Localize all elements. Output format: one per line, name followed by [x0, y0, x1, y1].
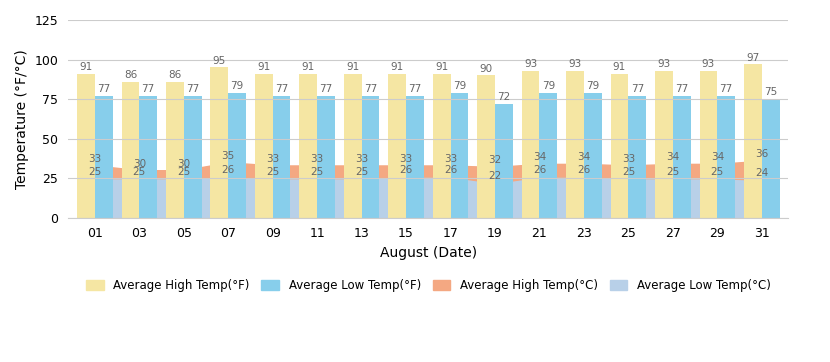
Bar: [362, 96, 379, 218]
Text: 36: 36: [755, 149, 769, 159]
Bar: [584, 93, 602, 218]
Text: 22: 22: [488, 171, 501, 181]
Text: 25: 25: [666, 167, 680, 177]
Text: 32: 32: [488, 155, 501, 165]
Text: 90: 90: [480, 64, 493, 74]
Text: 30: 30: [177, 159, 190, 169]
Bar: [166, 82, 183, 218]
Text: 25: 25: [710, 167, 724, 177]
Text: 91: 91: [613, 62, 626, 72]
Bar: [228, 93, 246, 218]
Text: 25: 25: [88, 167, 101, 177]
Bar: [77, 74, 95, 218]
Text: 30: 30: [133, 159, 146, 169]
Bar: [406, 96, 424, 218]
Text: 35: 35: [222, 151, 235, 161]
Text: 33: 33: [444, 154, 457, 164]
Bar: [717, 96, 735, 218]
Text: 77: 77: [97, 84, 110, 94]
Bar: [628, 96, 647, 218]
Bar: [522, 71, 540, 218]
Text: 86: 86: [124, 70, 137, 80]
Y-axis label: Temperature (°F/°C): Temperature (°F/°C): [15, 49, 29, 189]
Text: 26: 26: [578, 165, 591, 175]
Text: 93: 93: [657, 59, 671, 69]
Text: 26: 26: [533, 165, 546, 175]
Text: 79: 79: [453, 81, 466, 91]
Text: 77: 77: [186, 84, 199, 94]
Text: 33: 33: [355, 154, 369, 164]
Bar: [673, 96, 691, 218]
Text: 93: 93: [569, 59, 582, 69]
Text: 75: 75: [764, 88, 778, 97]
Text: 25: 25: [355, 167, 369, 177]
Text: 77: 77: [675, 84, 688, 94]
Text: 26: 26: [444, 165, 457, 175]
Bar: [95, 96, 113, 218]
Bar: [762, 99, 779, 218]
Text: 33: 33: [88, 154, 101, 164]
Text: 25: 25: [266, 167, 280, 177]
Bar: [451, 93, 468, 218]
Text: 26: 26: [399, 165, 413, 175]
X-axis label: August (Date): August (Date): [380, 246, 477, 260]
Text: 97: 97: [746, 53, 759, 63]
Text: 33: 33: [622, 154, 635, 164]
Bar: [211, 67, 228, 218]
Text: 33: 33: [266, 154, 280, 164]
Text: 25: 25: [310, 167, 324, 177]
Text: 34: 34: [666, 152, 680, 162]
Text: 25: 25: [622, 167, 635, 177]
Text: 79: 79: [231, 81, 244, 91]
Bar: [121, 82, 139, 218]
Bar: [255, 74, 273, 218]
Bar: [344, 74, 362, 218]
Text: 77: 77: [275, 84, 288, 94]
Text: 33: 33: [310, 154, 324, 164]
Text: 72: 72: [497, 92, 510, 102]
Text: 91: 91: [391, 62, 404, 72]
Text: 79: 79: [586, 81, 599, 91]
Text: 25: 25: [133, 167, 146, 177]
Text: 34: 34: [533, 152, 546, 162]
Text: 93: 93: [702, 59, 715, 69]
Text: 77: 77: [408, 84, 422, 94]
Text: 77: 77: [142, 84, 155, 94]
Legend: Average High Temp(°F), Average Low Temp(°F), Average High Temp(°C), Average Low : Average High Temp(°F), Average Low Temp(…: [81, 273, 777, 298]
Text: 33: 33: [399, 154, 413, 164]
Text: 34: 34: [578, 152, 591, 162]
Text: 77: 77: [320, 84, 333, 94]
Text: 26: 26: [222, 165, 235, 175]
Text: 86: 86: [168, 70, 182, 80]
Bar: [183, 96, 202, 218]
Bar: [139, 96, 157, 218]
Text: 24: 24: [755, 168, 769, 178]
Bar: [700, 71, 717, 218]
Text: 77: 77: [631, 84, 644, 94]
Text: 34: 34: [710, 152, 724, 162]
Bar: [540, 93, 557, 218]
Bar: [611, 74, 628, 218]
Text: 79: 79: [542, 81, 555, 91]
Bar: [317, 96, 335, 218]
Text: 91: 91: [257, 62, 271, 72]
Bar: [655, 71, 673, 218]
Bar: [566, 71, 584, 218]
Text: 91: 91: [435, 62, 448, 72]
Bar: [744, 64, 762, 218]
Bar: [432, 74, 451, 218]
Text: 25: 25: [177, 167, 190, 177]
Bar: [300, 74, 317, 218]
Text: 93: 93: [524, 59, 537, 69]
Text: 95: 95: [212, 56, 226, 66]
Text: 91: 91: [301, 62, 315, 72]
Text: 91: 91: [80, 62, 93, 72]
Bar: [273, 96, 290, 218]
Bar: [477, 75, 495, 218]
Bar: [388, 74, 406, 218]
Text: 91: 91: [346, 62, 359, 72]
Text: 77: 77: [364, 84, 377, 94]
Bar: [495, 104, 513, 218]
Text: 77: 77: [720, 84, 733, 94]
